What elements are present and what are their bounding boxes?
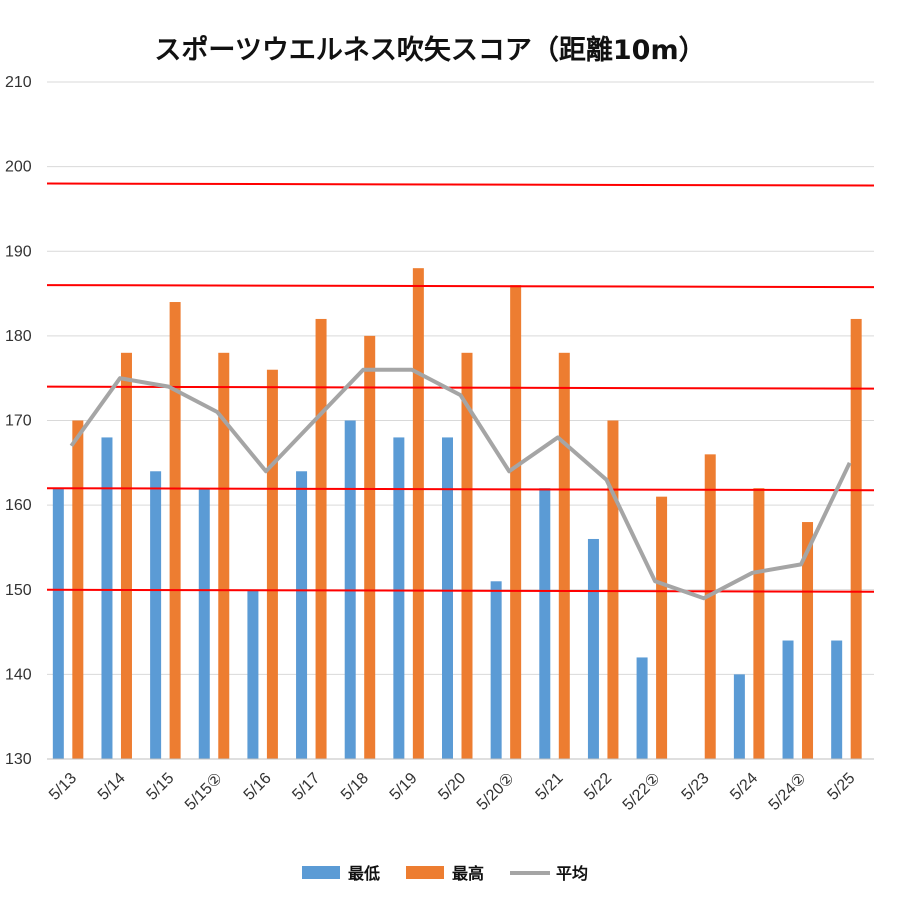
bar [169,302,181,759]
reference-line [46,588,875,593]
x-tick-label: 5/22② [620,770,664,814]
bar [412,268,424,759]
bar [101,437,113,759]
bar [587,538,599,759]
y-tick-label: 150 [5,582,32,599]
y-tick-label: 140 [5,666,32,683]
bar [802,522,814,759]
legend-label: 平均 [556,864,588,883]
x-tick-label: 5/23 [679,770,713,804]
bar [753,488,765,759]
bar [364,335,376,759]
bar [150,471,162,759]
x-tick-label: 5/20② [474,770,518,814]
legend-label: 最低 [348,864,380,883]
bar [247,589,259,759]
bar [636,657,648,759]
x-tick-label: 5/24② [766,770,810,814]
x-tick-label: 5/25 [824,770,858,804]
bar [607,420,619,759]
x-tick-label: 5/24 [727,770,761,804]
bar [461,352,473,759]
bar [782,640,794,759]
x-tick-label: 5/22 [581,770,615,804]
bar [704,454,716,759]
bar [558,352,570,759]
x-tick-label: 5/21 [533,770,567,804]
y-tick-label: 170 [5,413,32,430]
bar [850,318,862,759]
reference-line [46,284,875,289]
bar [296,471,308,759]
x-tick-label: 5/14 [95,770,129,804]
bar [490,581,502,759]
y-tick-label: 190 [5,243,32,260]
bar [315,318,327,759]
legend-swatch [302,866,340,879]
reference-line [46,385,875,390]
x-tick-label: 5/19 [387,770,421,804]
y-tick-label: 160 [5,497,32,514]
bar [120,352,132,759]
x-tick-label: 5/16 [241,770,275,804]
x-tick-label: 5/13 [46,770,80,804]
bar [831,640,843,759]
reference-line [46,487,875,492]
bar [218,352,230,759]
y-tick-label: 210 [5,74,32,91]
x-tick-label: 5/17 [289,770,323,804]
chart-title: スポーツウエルネス吹矢スコア（距離10m） [154,35,706,66]
legend-label: 最高 [452,864,484,883]
bar [733,674,745,759]
bar [266,369,278,759]
bar [656,496,668,759]
average-line [69,367,852,601]
x-tick-label: 5/20 [435,770,469,804]
x-tick-label: 5/15② [182,770,226,814]
bar [539,488,551,759]
legend-swatch [406,866,444,879]
bar [52,488,64,759]
x-tick-label: 5/18 [338,770,372,804]
bar [393,437,405,759]
x-tick-label: 5/15 [143,770,177,804]
bar [510,285,522,759]
bar [198,488,210,759]
reference-line [46,182,875,187]
y-tick-label: 180 [5,328,32,345]
bar [442,437,453,759]
y-tick-label: 200 [5,159,32,176]
y-tick-label: 130 [5,751,32,768]
